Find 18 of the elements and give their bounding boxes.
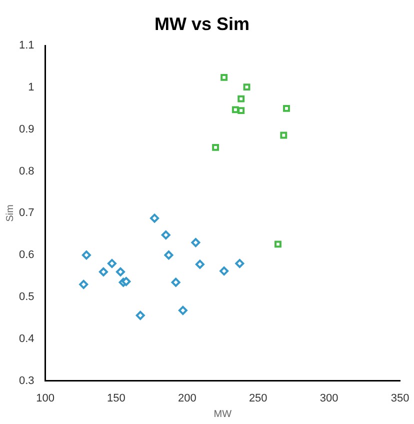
y-tick-label: 0.9 — [18, 123, 34, 136]
y-tick-label: 0.4 — [18, 332, 34, 345]
y-tick-label: 0.6 — [18, 249, 34, 262]
x-tick-label: 300 — [320, 392, 338, 404]
x-tick-label: 250 — [248, 392, 268, 404]
chart-title: MW vs Sim — [154, 14, 250, 34]
y-axis-title: Sim — [4, 204, 16, 222]
y-tick-label: 0.5 — [18, 291, 34, 304]
y-tick-label: 0.8 — [18, 165, 34, 178]
y-tick-label: 1.1 — [18, 40, 34, 52]
x-tick-label: 150 — [107, 392, 126, 404]
x-tick-label: 100 — [36, 392, 54, 404]
x-tick-label: 350 — [390, 392, 410, 404]
y-tick-label: 0.3 — [18, 374, 34, 387]
x-axis-title: MW — [214, 408, 232, 420]
x-tick-label: 200 — [178, 392, 196, 404]
y-tick-label: 1 — [28, 82, 34, 94]
y-tick-label: 0.7 — [18, 207, 34, 220]
